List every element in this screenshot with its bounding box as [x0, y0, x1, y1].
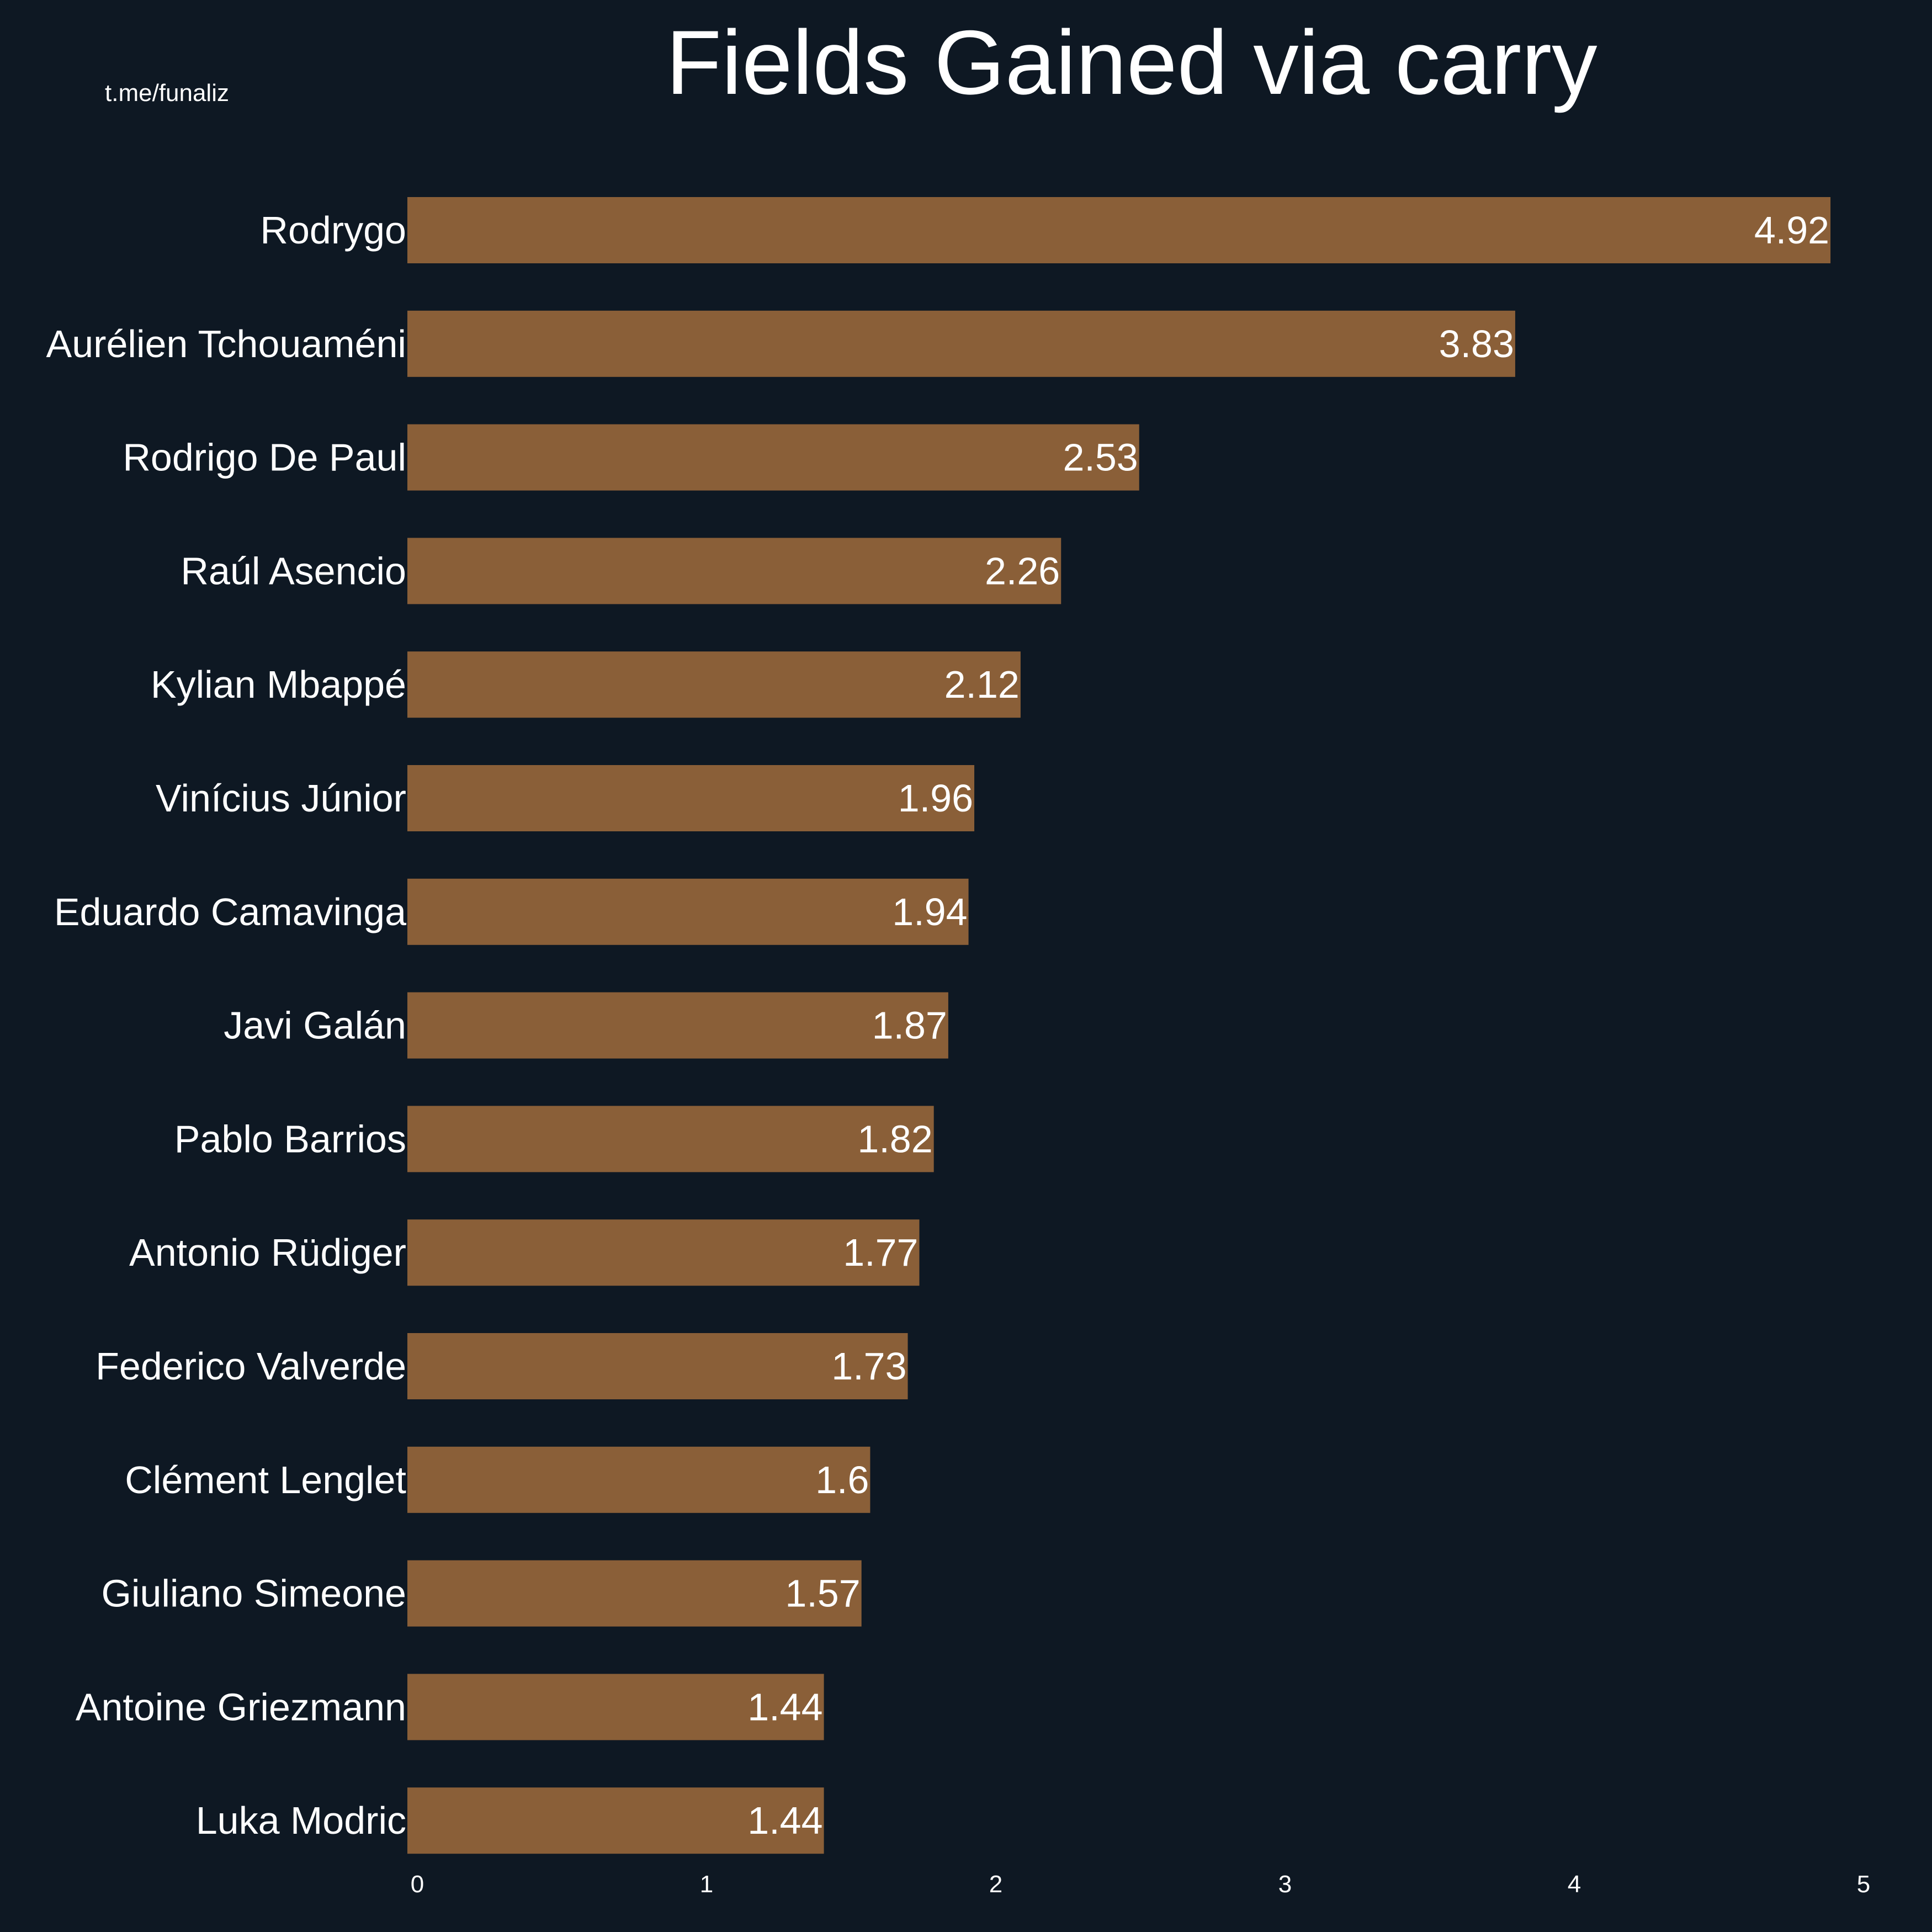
x-tick-label: 3	[1278, 1871, 1292, 1898]
category-label: Javi Galán	[224, 1004, 406, 1047]
x-tick-label: 2	[989, 1871, 1002, 1898]
x-tick-label: 0	[411, 1871, 424, 1898]
bar	[407, 1219, 920, 1286]
bars-layer: Rodrygo 4.92 Aurélien Tchouaméni 3.83 Rodrig…	[46, 197, 1831, 1854]
category-label: Giuliano Simeone	[101, 1572, 406, 1615]
value-label: 1.6	[815, 1458, 869, 1501]
x-tick-label: 4	[1568, 1871, 1581, 1898]
value-label: 1.57	[785, 1572, 860, 1615]
value-label: 1.87	[872, 1004, 947, 1047]
category-label: Raúl Asencio	[181, 549, 406, 592]
bar	[407, 765, 975, 831]
bar-group: Clément Lenglet 1.6	[125, 1446, 871, 1513]
bar-group: Aurélien Tchouaméni 3.83	[46, 310, 1515, 377]
bar	[407, 1560, 862, 1627]
category-label: Clément Lenglet	[125, 1458, 406, 1501]
watermark: t.me/funaliz	[105, 79, 229, 107]
x-tick-label: 1	[700, 1871, 713, 1898]
value-label: 1.77	[843, 1231, 918, 1274]
x-axis-ticks: 0 1 2 3 4 5	[411, 1871, 1870, 1898]
x-tick-label: 5	[1857, 1871, 1870, 1898]
category-label: Antonio Rüdiger	[129, 1231, 406, 1274]
bar	[407, 651, 1021, 718]
category-label: Vinícius Júnior	[156, 777, 406, 820]
value-label: 3.83	[1439, 322, 1514, 365]
bar-group: Giuliano Simeone 1.57	[101, 1560, 862, 1627]
value-label: 2.12	[944, 663, 1020, 706]
bar-group: Luka Modric 1.44	[196, 1787, 824, 1854]
value-label: 4.92	[1754, 209, 1829, 252]
bar-group: Eduardo Camavinga 1.94	[54, 878, 969, 945]
category-label: Rodrygo	[260, 209, 406, 252]
bar	[407, 1333, 908, 1399]
value-label: 1.96	[898, 777, 973, 820]
category-label: Pablo Barrios	[174, 1117, 406, 1160]
category-label: Federico Valverde	[95, 1345, 406, 1388]
bar-group: Raúl Asencio 2.26	[181, 538, 1061, 604]
category-label: Eduardo Camavinga	[54, 890, 406, 933]
bar-group: Pablo Barrios 1.82	[174, 1106, 934, 1172]
bar-group: Kylian Mbappé 2.12	[151, 651, 1021, 718]
bar	[407, 424, 1139, 491]
bar-group: Javi Galán 1.87	[224, 992, 948, 1059]
bar	[407, 310, 1515, 377]
bar	[407, 1106, 934, 1172]
bar	[407, 1674, 824, 1740]
value-label: 2.26	[985, 549, 1060, 592]
value-label: 1.94	[892, 890, 967, 933]
category-label: Aurélien Tchouaméni	[46, 322, 406, 365]
bar	[407, 1446, 871, 1513]
bar-group: Rodrygo 4.92	[260, 197, 1831, 263]
value-label: 2.53	[1063, 436, 1138, 479]
bar-group: Federico Valverde 1.73	[95, 1333, 908, 1399]
value-label: 1.82	[857, 1117, 932, 1160]
category-label: Antoine Griezmann	[76, 1685, 406, 1728]
bar	[407, 538, 1061, 604]
value-label: 1.44	[747, 1799, 822, 1842]
bar	[407, 878, 969, 945]
bar-group: Antoine Griezmann 1.44	[76, 1674, 824, 1740]
category-label: Rodrigo De Paul	[123, 436, 406, 479]
category-label: Kylian Mbappé	[151, 663, 406, 706]
bar-group: Vinícius Júnior 1.96	[156, 765, 975, 831]
value-label: 1.44	[747, 1685, 822, 1728]
bar	[407, 992, 948, 1059]
bar-group: Antonio Rüdiger 1.77	[129, 1219, 920, 1286]
bar	[407, 1787, 824, 1854]
bar	[407, 197, 1831, 263]
bar-group: Rodrigo De Paul 2.53	[123, 424, 1139, 491]
value-label: 1.73	[831, 1345, 906, 1388]
chart-title: Fields Gained via carry	[666, 12, 1597, 113]
category-label: Luka Modric	[196, 1799, 406, 1842]
